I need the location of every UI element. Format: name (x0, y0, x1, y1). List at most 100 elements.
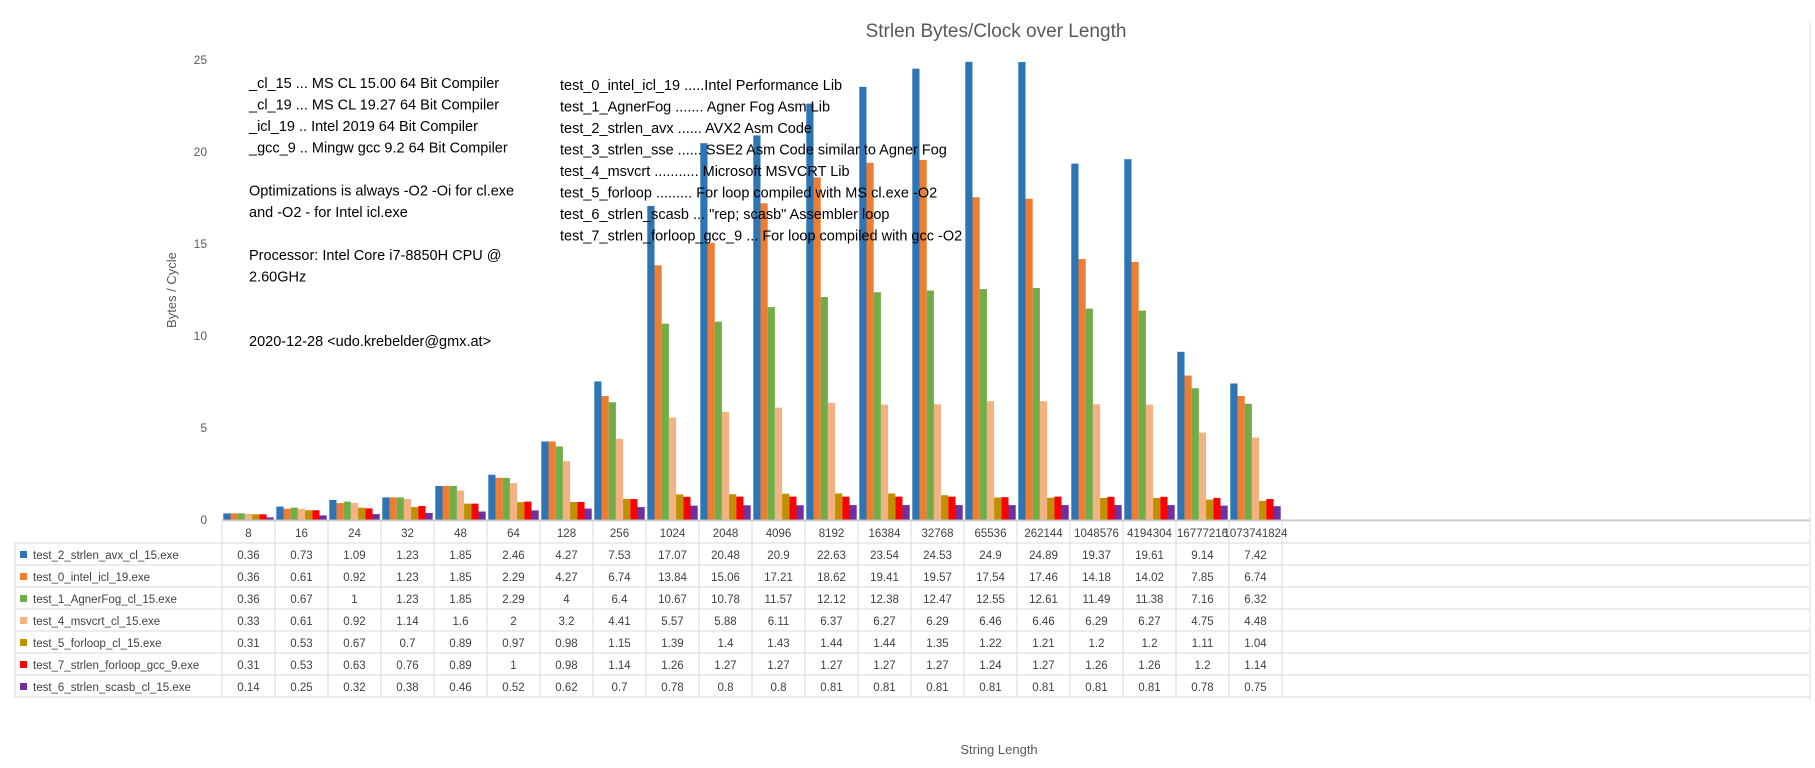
data-label: 17.54 (976, 572, 1005, 584)
data-label: 12.38 (870, 594, 899, 606)
data-label: 6.32 (1244, 594, 1266, 606)
annotation-line: test_0_intel_icl_19 .....Intel Performan… (560, 78, 842, 94)
legend-swatch (20, 639, 27, 646)
bar (789, 496, 797, 520)
data-label: 0.98 (555, 660, 577, 672)
data-label: 0.76 (396, 660, 418, 672)
y-tick-label: 15 (194, 237, 208, 251)
bar (948, 496, 956, 520)
bar (1237, 395, 1245, 520)
data-label: 1.26 (1085, 660, 1107, 672)
data-label: 4.27 (555, 572, 577, 584)
data-label: 1.14 (1244, 660, 1267, 672)
bar (676, 494, 684, 520)
bar (1251, 437, 1260, 520)
bar (584, 508, 592, 520)
annotation-line: test_7_strlen_forloop_gcc_9 ... For loop… (560, 229, 962, 245)
bar (827, 402, 836, 520)
bar (965, 61, 973, 521)
data-label: 1.27 (926, 660, 948, 672)
data-label: 11.38 (1136, 594, 1164, 606)
data-label: 1.21 (1032, 638, 1054, 650)
data-label: 1.14 (608, 660, 631, 672)
data-label: 12.47 (923, 594, 952, 606)
bar (425, 513, 433, 520)
data-label: 0.81 (1138, 682, 1160, 694)
data-label: 2 (510, 616, 516, 628)
data-label: 6.29 (1085, 616, 1107, 628)
bar (252, 514, 260, 520)
data-label: 1.23 (396, 572, 418, 584)
data-label: 0.38 (396, 682, 418, 694)
annotation-line: 2020-12-28 <udo.krebelder@gmx.at> (249, 334, 491, 350)
bar (1018, 62, 1026, 521)
bar (1061, 505, 1069, 520)
annotation-line: _cl_19 ... MS CL 19.27 64 Bit Compiler (248, 98, 499, 114)
data-label: 4.27 (555, 550, 577, 562)
bar (283, 508, 291, 520)
data-label: 0.31 (237, 660, 259, 672)
data-label: 1.14 (396, 616, 419, 628)
bar (1001, 497, 1009, 520)
x-tick-label: 256 (610, 528, 629, 540)
bar (859, 86, 867, 521)
data-label: 6.11 (768, 616, 790, 628)
bar (1124, 159, 1132, 520)
data-label: 0.81 (1032, 682, 1054, 694)
data-label: 20.9 (767, 550, 789, 562)
bar (1078, 259, 1086, 520)
bar (1198, 432, 1207, 520)
data-label: 7.16 (1191, 594, 1213, 606)
bar (760, 203, 768, 520)
x-tick-label: 24 (348, 528, 361, 540)
annotation-line: _gcc_9 .. Mingw gcc 9.2 64 Bit Compiler (248, 141, 508, 157)
data-label: 0.36 (237, 550, 259, 562)
data-label: 1.26 (1138, 660, 1160, 672)
bar (305, 510, 313, 520)
data-label: 4.48 (1244, 616, 1266, 628)
y-tick-label: 5 (200, 421, 207, 435)
bar (276, 506, 284, 520)
bar (548, 441, 556, 520)
bar (707, 242, 715, 520)
bar (435, 485, 443, 520)
data-label: 0.8 (771, 682, 787, 694)
data-label: 6.74 (608, 572, 631, 584)
data-label: 6.46 (1032, 616, 1054, 628)
data-label: 7.42 (1244, 550, 1266, 562)
data-label: 1.44 (820, 638, 843, 650)
x-tick-label: 8192 (819, 528, 845, 540)
annotation-line: 2.60GHz (249, 270, 306, 286)
data-label: 17.46 (1029, 572, 1058, 584)
bar (601, 395, 609, 520)
bar (244, 513, 253, 520)
data-label: 12.12 (817, 594, 846, 606)
data-label: 0.31 (237, 638, 259, 650)
data-label: 2.29 (502, 572, 524, 584)
data-label: 1.2 (1195, 660, 1211, 672)
bar (623, 498, 631, 520)
data-label: 0.98 (555, 638, 577, 650)
data-table: 8 16 24 32 48 64 128 256 1024 2048 4096 8192 16384 32… (14, 519, 1810, 698)
data-label: 24.53 (923, 550, 952, 562)
data-label: 11.49 (1083, 594, 1111, 606)
data-label: 3.2 (559, 616, 575, 628)
data-label: 0.78 (1191, 682, 1213, 694)
data-label: 10.67 (658, 594, 687, 606)
data-label: 9.14 (1191, 550, 1214, 562)
y-tick-label: 0 (200, 513, 207, 527)
bar (541, 441, 549, 520)
y-axis-ticks: 0 5 10 15 20 25 (194, 53, 208, 527)
bar (1054, 496, 1062, 520)
bar (223, 513, 231, 520)
bar (753, 135, 761, 520)
data-label: 1.6 (453, 616, 469, 628)
data-label: 0.81 (926, 682, 948, 694)
bar (955, 505, 963, 520)
bar (1153, 497, 1161, 520)
data-label: 19.61 (1135, 550, 1164, 562)
bar (1025, 198, 1033, 521)
bar (517, 502, 525, 520)
legend-entry: test_2_strlen_avx_cl_15.exe (33, 550, 179, 562)
data-label: 1.11 (1192, 638, 1214, 650)
